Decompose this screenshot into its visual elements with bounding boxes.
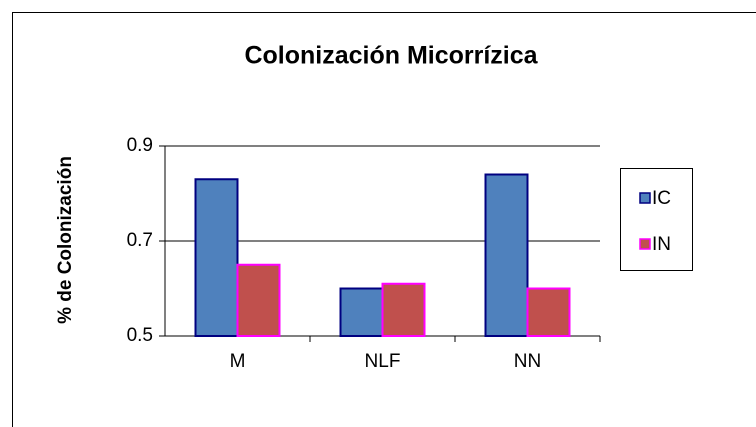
bar [339, 287, 384, 337]
x-tick-label: NLF [365, 351, 401, 372]
bar [194, 178, 239, 337]
bar [526, 287, 571, 337]
x-tick-label: M [230, 351, 246, 372]
chart-title: Colonización Micorrízica [244, 42, 538, 70]
y-tick-label: 0.7 [127, 230, 153, 251]
legend-swatch [639, 238, 651, 250]
bar [381, 282, 426, 337]
bar [236, 263, 281, 337]
legend [620, 168, 693, 271]
legend-swatch [639, 192, 651, 204]
y-tick-label: 0.5 [127, 325, 153, 346]
y-axis-label: % de Colonización [55, 156, 76, 324]
legend-label: IN [652, 234, 671, 255]
bar [484, 173, 529, 337]
legend-label: IC [652, 188, 671, 209]
y-tick-label: 0.9 [127, 135, 153, 156]
x-tick-label: NN [514, 351, 541, 372]
